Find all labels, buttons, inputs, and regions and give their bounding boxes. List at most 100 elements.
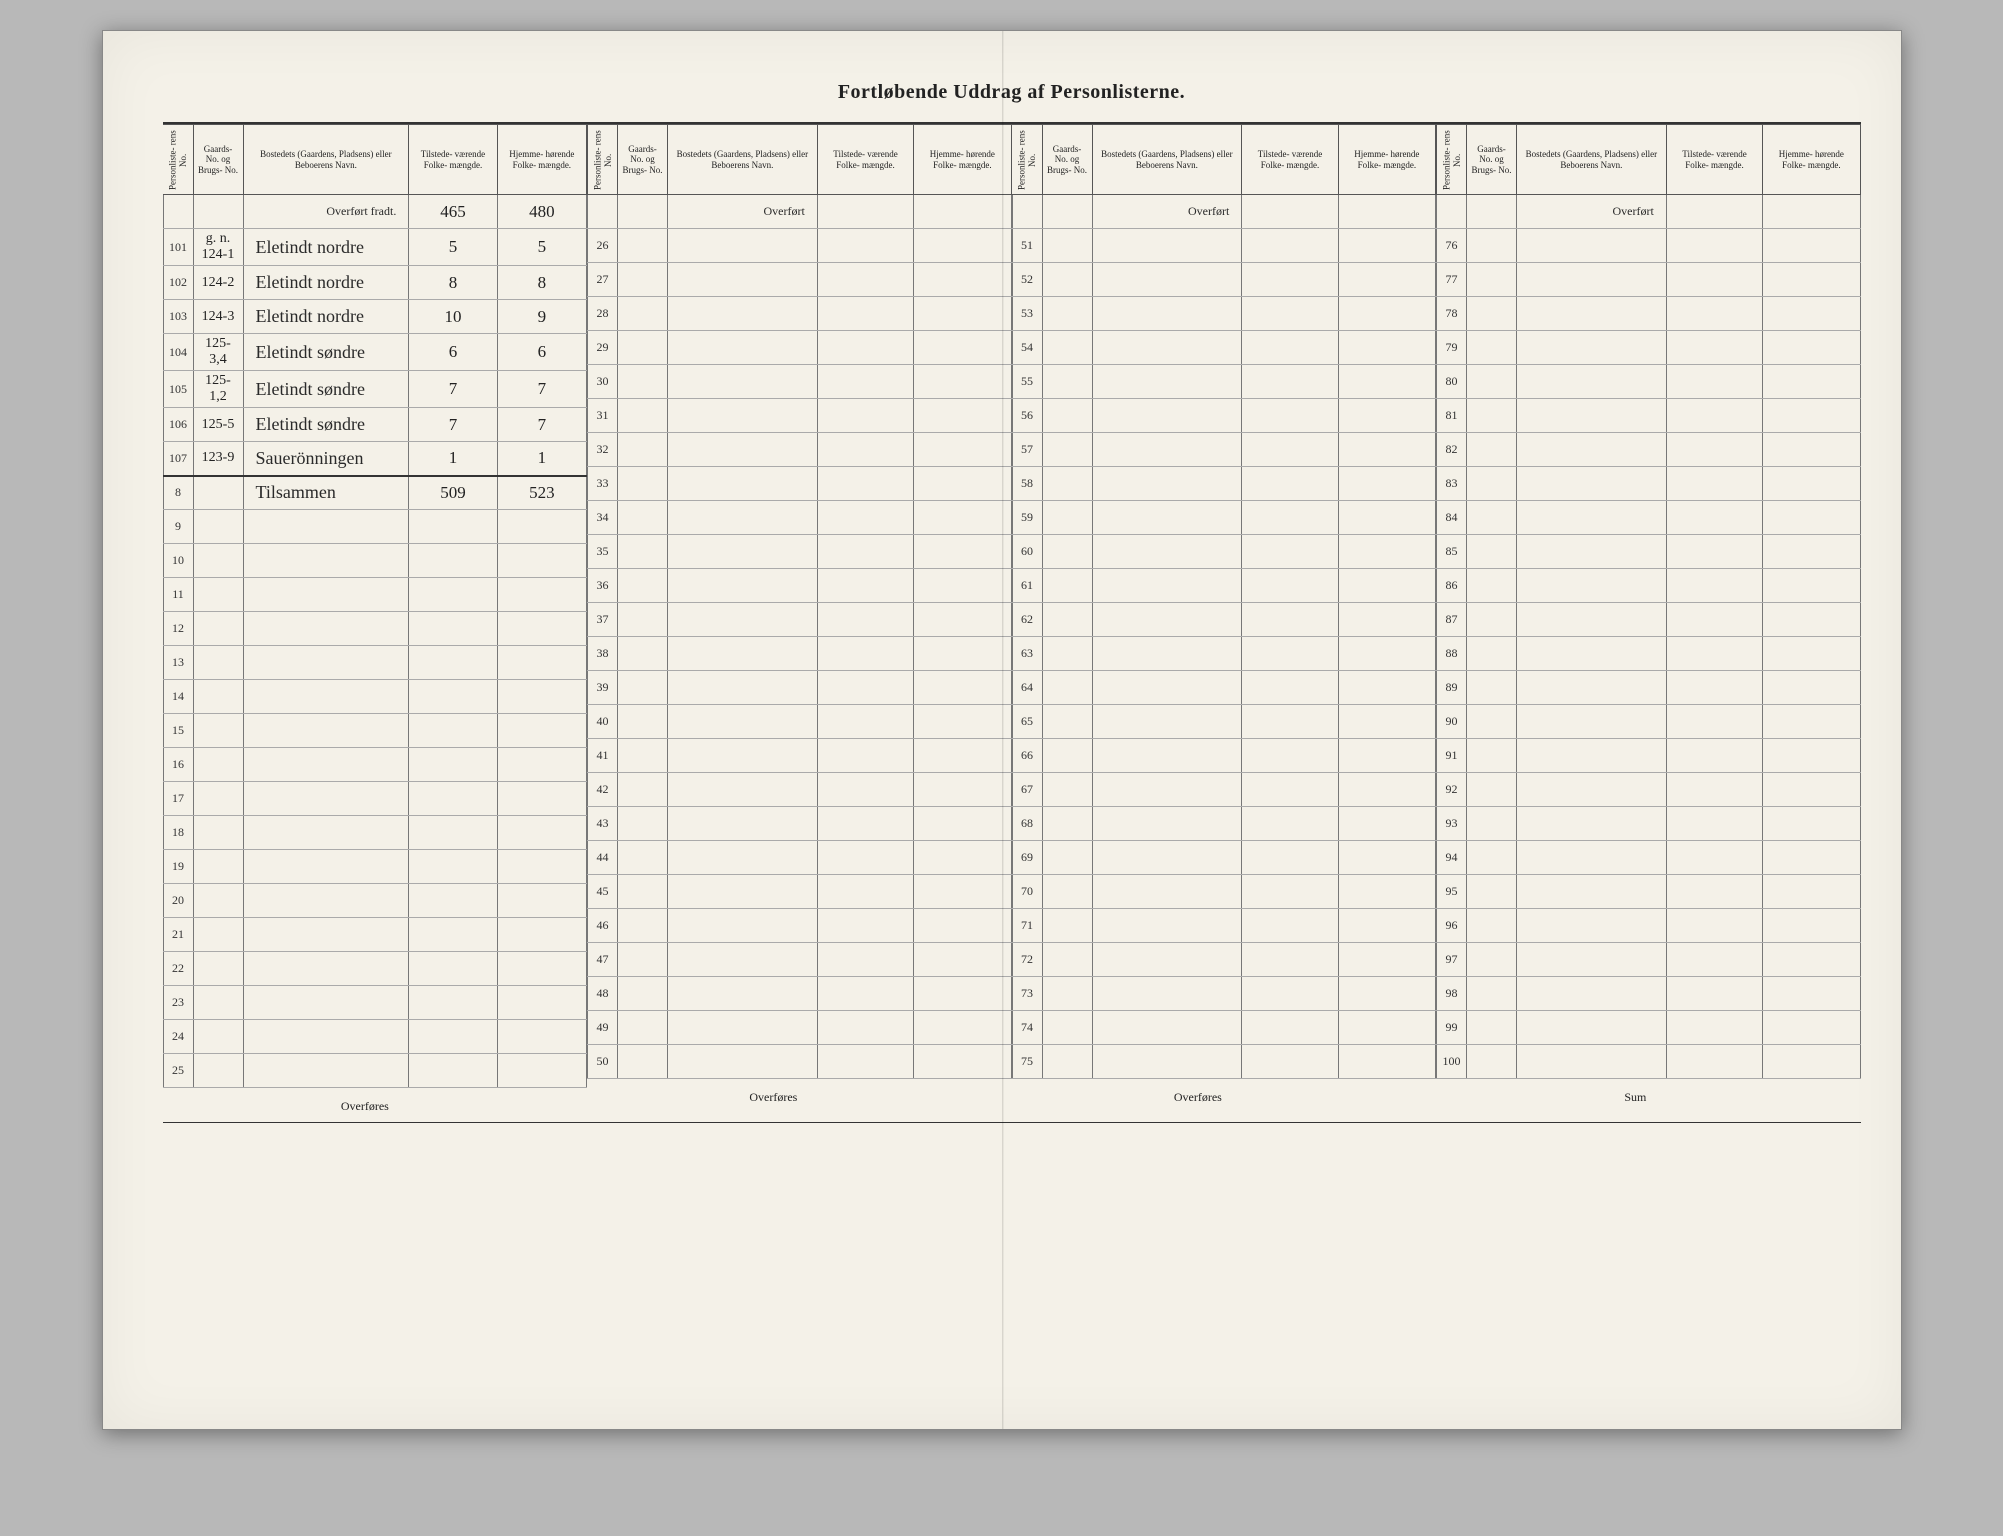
cell-gaard (193, 918, 243, 952)
table-row: 56 (1012, 399, 1436, 433)
cell-hjemme (1338, 1011, 1435, 1045)
cell-gaard (193, 952, 243, 986)
header-gaards: Gaards- No. og Brugs- No. (1467, 125, 1517, 195)
header-bosted: Bostedets (Gaardens, Pladsens) eller Beb… (1517, 125, 1667, 195)
cell-rownum: 93 (1437, 807, 1467, 841)
cell-name (243, 952, 409, 986)
cell-hjemme (497, 952, 586, 986)
cell-hjemme (1763, 909, 1860, 943)
cell-rownum: 60 (1012, 535, 1042, 569)
cell-name (243, 680, 409, 714)
cell-hjemme (1763, 501, 1860, 535)
header-personliste: Personliste- rens No. (1437, 125, 1467, 195)
cell-hjemme (497, 714, 586, 748)
cell-hjemme (497, 1020, 586, 1054)
cell-name (668, 671, 818, 705)
cell-carry-label: Overført fradt. (243, 195, 409, 229)
cell-tilstede (817, 399, 913, 433)
cell-name (1517, 773, 1667, 807)
cell-tilstede: 10 (409, 300, 497, 334)
cell-rownum: 56 (1012, 399, 1042, 433)
table-row: 41 (588, 739, 1012, 773)
table-row: 17 (163, 782, 587, 816)
cell-gaard (193, 195, 243, 229)
cell-hjemme (914, 1011, 1011, 1045)
cell-tilstede (409, 646, 497, 680)
cell-name (243, 612, 409, 646)
cell-gaard (1042, 433, 1092, 467)
cell-tilstede (1242, 501, 1338, 535)
cell-gaard (1042, 773, 1092, 807)
cell-name (1517, 569, 1667, 603)
cell-hjemme (497, 782, 586, 816)
cell-hjemme (497, 850, 586, 884)
cell-rownum: 48 (588, 977, 618, 1011)
cell-rownum: 77 (1437, 263, 1467, 297)
cell-name (1517, 365, 1667, 399)
table-row: 57 (1012, 433, 1436, 467)
table-row: 43 (588, 807, 1012, 841)
header-tilstede: Tilstede- værende Folke- mængde. (1242, 125, 1338, 195)
cell-tilstede (817, 297, 913, 331)
cell-name (668, 535, 818, 569)
cell-rownum: 83 (1437, 467, 1467, 501)
table-row: 50 (588, 1045, 1012, 1079)
cell-name (1092, 909, 1242, 943)
cell-name (1092, 875, 1242, 909)
cell-rownum: 71 (1012, 909, 1042, 943)
cell-gaard (193, 748, 243, 782)
cell-tilstede (409, 1020, 497, 1054)
cell-tilstede (409, 748, 497, 782)
cell-hjemme (914, 467, 1011, 501)
cell-name (1092, 1011, 1242, 1045)
cell-name (668, 569, 818, 603)
cell-name (1092, 705, 1242, 739)
cell-gaard (1467, 943, 1517, 977)
cell-name (668, 399, 818, 433)
footer-row: Overføres (588, 1079, 1012, 1113)
cell-gaard (1467, 841, 1517, 875)
cell-gaard (1042, 263, 1092, 297)
ledger-block-4: Personliste- rens No. Gaards- No. og Bru… (1436, 122, 1861, 1123)
cell-gaard (618, 909, 668, 943)
footer-label: Overføres (1012, 1079, 1242, 1113)
cell-gaard (1467, 263, 1517, 297)
cell-hjemme (1338, 263, 1435, 297)
ledger-table-2: Personliste- rens No. Gaards- No. og Bru… (587, 124, 1012, 1113)
cell-hjemme (1338, 977, 1435, 1011)
table-row: 86 (1437, 569, 1861, 603)
table-header: Personliste- rens No. Gaards- No. og Bru… (1437, 125, 1861, 195)
table-row: 37 (588, 603, 1012, 637)
cell-tilstede (1242, 739, 1338, 773)
cell-tilstede (1242, 977, 1338, 1011)
overfores-label: Overføres (163, 1088, 409, 1122)
cell-gaard (1467, 467, 1517, 501)
table-row: 29 (588, 331, 1012, 365)
table-row: 97 (1437, 943, 1861, 977)
cell-gaard (1042, 943, 1092, 977)
cell-name (1092, 365, 1242, 399)
cell-hjemme: 9 (497, 300, 586, 334)
footer-row: Overføres (163, 1088, 587, 1122)
header-tilstede: Tilstede- værende Folke- mængde. (1666, 125, 1762, 195)
footer-line (1338, 1079, 1435, 1113)
cell-hjemme (497, 986, 586, 1020)
table-row: 103124-3Eletindt nordre109 (163, 300, 587, 334)
cell-hjemme (1338, 705, 1435, 739)
cell-tilstede (409, 850, 497, 884)
table-body-2: Overført26272829303132333435363738394041… (588, 195, 1012, 1113)
cell-rownum: 104 (163, 334, 193, 371)
carry-forward-row: Overført (588, 195, 1012, 229)
cell-rownum: 31 (588, 399, 618, 433)
cell-gaard (618, 263, 668, 297)
table-body-1: Overført fradt.465480101g. n. 124-1Eleti… (163, 195, 587, 1122)
table-row: 54 (1012, 331, 1436, 365)
cell-rownum: 86 (1437, 569, 1467, 603)
cell-tilstede: 7 (409, 371, 497, 408)
cell-gaard (193, 986, 243, 1020)
cell-name (243, 714, 409, 748)
cell-hjemme (1338, 603, 1435, 637)
cell-tilstede (1666, 195, 1762, 229)
cell-hjemme (497, 884, 586, 918)
cell-name (668, 467, 818, 501)
